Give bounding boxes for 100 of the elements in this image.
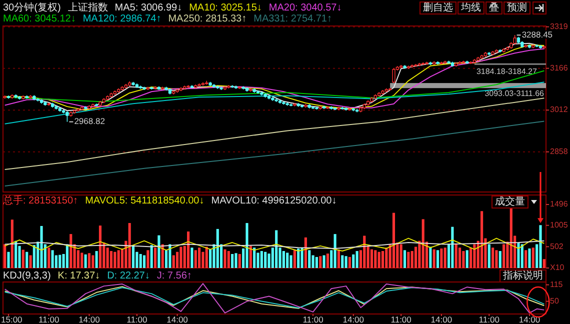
bar	[32, 245, 36, 268]
bar	[40, 226, 43, 268]
bar	[517, 242, 520, 268]
bar	[238, 254, 241, 268]
x-tick-label: 11:00	[390, 314, 412, 324]
bar	[370, 249, 374, 268]
bar	[495, 250, 498, 268]
bar	[403, 250, 406, 268]
bar	[117, 250, 120, 268]
bar	[224, 249, 226, 268]
bar	[466, 250, 468, 268]
text: MA250: 2815.33↑	[168, 14, 247, 25]
bar	[363, 236, 366, 268]
bar	[400, 244, 402, 268]
y-tick-label: 502	[550, 242, 564, 251]
bar	[432, 249, 436, 268]
x-tick-label: 14:00	[342, 314, 364, 324]
bar	[180, 246, 182, 268]
bar	[392, 212, 396, 268]
y-tick-label: 1496	[550, 200, 568, 209]
bar	[341, 255, 344, 268]
bar	[227, 251, 230, 268]
bar	[95, 251, 98, 268]
bar	[158, 235, 160, 268]
candlestick	[513, 34, 516, 45]
bar	[436, 250, 440, 268]
bar	[322, 255, 326, 268]
x-tick-label: 11:00	[38, 314, 60, 324]
bar	[542, 259, 546, 268]
y-tick-label: 3166	[550, 63, 568, 72]
bar	[498, 251, 502, 268]
bar	[10, 220, 14, 268]
band-label: 3184.18-3184.27	[476, 66, 538, 76]
x-tick-label: 11:00	[126, 314, 148, 324]
bar	[231, 254, 234, 268]
bar	[26, 252, 28, 268]
bar	[462, 251, 465, 268]
bar	[304, 237, 307, 268]
bar	[70, 234, 72, 268]
y-tick-label: 3012	[550, 105, 568, 114]
bar	[488, 244, 490, 268]
chart-subtitle: 30分钟(复权)	[3, 2, 61, 14]
bar	[374, 250, 377, 268]
bar	[451, 226, 454, 268]
bar	[80, 252, 84, 268]
line-series	[4, 82, 545, 124]
bar	[348, 256, 351, 268]
bar	[492, 248, 494, 268]
text: MA10: 3025.15↓	[189, 2, 262, 14]
x-tick-label: 14:00	[78, 314, 100, 324]
bar	[473, 244, 476, 268]
bar	[58, 254, 62, 268]
bar	[286, 252, 289, 268]
bar	[308, 250, 311, 268]
bar	[114, 252, 116, 268]
candlestick	[66, 110, 69, 122]
bar	[66, 244, 68, 268]
bar	[528, 248, 531, 268]
text: MA120: 2986.74↑	[82, 14, 162, 25]
bar	[190, 248, 194, 268]
bar	[128, 223, 131, 268]
text: MAVOL5: 5411818540.00↓	[85, 196, 204, 207]
bar	[142, 255, 146, 268]
bar	[407, 252, 410, 268]
bar	[458, 248, 462, 268]
x-tick-label: 14:00	[166, 314, 188, 324]
bar	[4, 244, 6, 268]
bar	[7, 252, 10, 268]
bar	[186, 232, 190, 268]
x-tick-label: 11:00	[478, 314, 500, 324]
y-tick-label: 3319	[550, 22, 568, 31]
text: 删自选	[423, 2, 453, 14]
y-tick-label: 1005	[550, 220, 568, 230]
x-tick-label: 14:00	[430, 314, 452, 324]
x-tick-label: 14:00	[518, 314, 540, 324]
bar	[510, 207, 512, 268]
bar	[337, 250, 340, 268]
y-tick-label: 2858	[550, 146, 568, 156]
bar	[356, 251, 358, 268]
bar	[98, 226, 102, 268]
bar	[410, 251, 414, 268]
text: MAVOL10: 4996125020.00↓	[211, 196, 337, 207]
bar	[282, 251, 285, 268]
bar	[297, 248, 300, 268]
text: 叠	[489, 2, 499, 14]
bar	[154, 248, 157, 268]
bar	[22, 250, 24, 268]
bar	[253, 248, 256, 268]
bar	[440, 248, 443, 268]
bar	[444, 248, 446, 268]
bar	[51, 250, 54, 268]
bar	[520, 244, 524, 268]
y-tick-label: X10	[550, 263, 565, 272]
bar	[110, 251, 113, 268]
chart-title: 上证指数	[68, 2, 108, 14]
bar	[14, 240, 18, 268]
bar	[378, 252, 380, 268]
bar	[172, 255, 175, 268]
bar	[146, 250, 150, 268]
bar	[150, 245, 153, 268]
